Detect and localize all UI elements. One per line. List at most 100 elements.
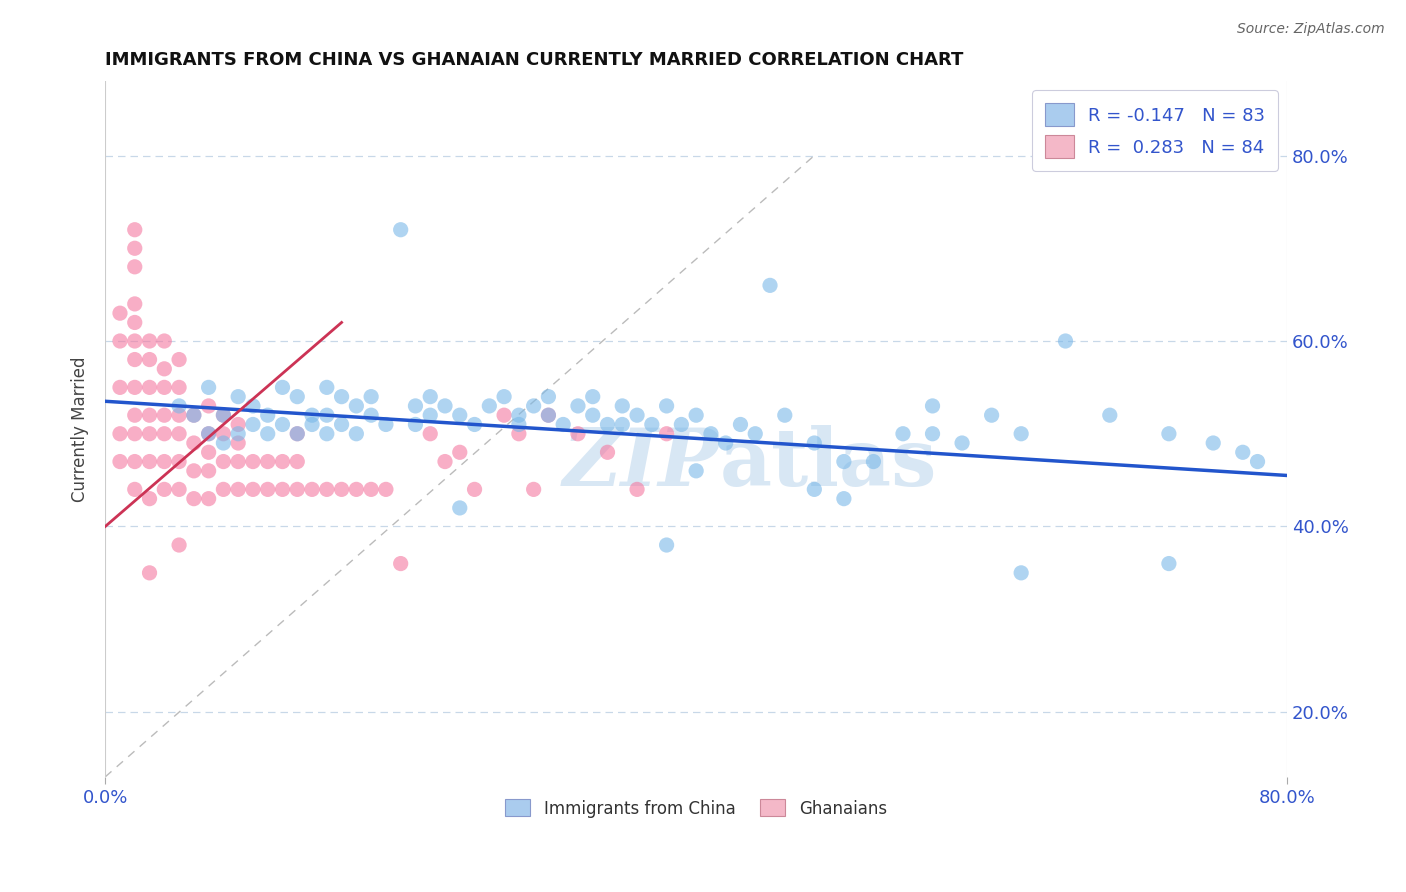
- Point: [256, 483, 278, 497]
- Point: [1246, 454, 1268, 468]
- Point: [226, 454, 249, 468]
- Point: [256, 454, 278, 468]
- Point: [301, 483, 323, 497]
- Text: atlas: atlas: [720, 425, 938, 503]
- Point: [124, 483, 146, 497]
- Point: [700, 426, 723, 441]
- Point: [183, 408, 205, 422]
- Point: [508, 408, 530, 422]
- Point: [183, 491, 205, 506]
- Point: [138, 334, 160, 348]
- Point: [404, 417, 426, 432]
- Point: [124, 260, 146, 274]
- Point: [449, 445, 471, 459]
- Point: [537, 390, 560, 404]
- Point: [1010, 426, 1032, 441]
- Point: [730, 417, 752, 432]
- Point: [523, 399, 546, 413]
- Point: [153, 454, 176, 468]
- Point: [626, 483, 648, 497]
- Point: [862, 454, 884, 468]
- Point: [212, 483, 235, 497]
- Point: [124, 352, 146, 367]
- Point: [167, 426, 190, 441]
- Point: [1157, 557, 1180, 571]
- Point: [285, 483, 308, 497]
- Text: Source: ZipAtlas.com: Source: ZipAtlas.com: [1237, 22, 1385, 37]
- Point: [167, 538, 190, 552]
- Point: [301, 408, 323, 422]
- Point: [167, 483, 190, 497]
- Point: [212, 436, 235, 450]
- Point: [242, 454, 264, 468]
- Point: [285, 454, 308, 468]
- Point: [108, 334, 131, 348]
- Point: [124, 408, 146, 422]
- Point: [124, 426, 146, 441]
- Point: [212, 408, 235, 422]
- Point: [167, 399, 190, 413]
- Point: [523, 483, 546, 497]
- Point: [360, 483, 382, 497]
- Point: [773, 408, 796, 422]
- Point: [508, 417, 530, 432]
- Point: [1157, 426, 1180, 441]
- Point: [832, 491, 855, 506]
- Point: [153, 334, 176, 348]
- Point: [108, 380, 131, 394]
- Point: [891, 426, 914, 441]
- Point: [301, 417, 323, 432]
- Point: [285, 426, 308, 441]
- Point: [404, 399, 426, 413]
- Point: [242, 417, 264, 432]
- Point: [197, 399, 219, 413]
- Point: [212, 426, 235, 441]
- Point: [124, 223, 146, 237]
- Point: [596, 445, 619, 459]
- Point: [167, 352, 190, 367]
- Point: [344, 483, 367, 497]
- Point: [285, 390, 308, 404]
- Point: [374, 417, 396, 432]
- Point: [612, 417, 634, 432]
- Point: [138, 380, 160, 394]
- Point: [419, 426, 441, 441]
- Point: [167, 380, 190, 394]
- Point: [256, 408, 278, 422]
- Point: [494, 408, 516, 422]
- Point: [612, 399, 634, 413]
- Point: [671, 417, 693, 432]
- Point: [153, 408, 176, 422]
- Point: [226, 426, 249, 441]
- Point: [641, 417, 664, 432]
- Point: [449, 500, 471, 515]
- Point: [596, 417, 619, 432]
- Y-axis label: Currently Married: Currently Married: [72, 357, 89, 502]
- Point: [803, 436, 825, 450]
- Point: [1010, 566, 1032, 580]
- Point: [108, 306, 131, 320]
- Point: [655, 538, 678, 552]
- Point: [285, 426, 308, 441]
- Point: [434, 454, 457, 468]
- Point: [582, 390, 605, 404]
- Point: [464, 483, 486, 497]
- Point: [226, 417, 249, 432]
- Point: [626, 408, 648, 422]
- Point: [950, 436, 973, 450]
- Point: [153, 380, 176, 394]
- Point: [138, 491, 160, 506]
- Point: [494, 390, 516, 404]
- Point: [124, 316, 146, 330]
- Point: [197, 491, 219, 506]
- Point: [344, 426, 367, 441]
- Point: [124, 380, 146, 394]
- Text: ZIP: ZIP: [562, 425, 720, 502]
- Point: [197, 464, 219, 478]
- Point: [197, 426, 219, 441]
- Point: [464, 417, 486, 432]
- Point: [153, 361, 176, 376]
- Point: [124, 334, 146, 348]
- Point: [271, 417, 294, 432]
- Point: [567, 399, 589, 413]
